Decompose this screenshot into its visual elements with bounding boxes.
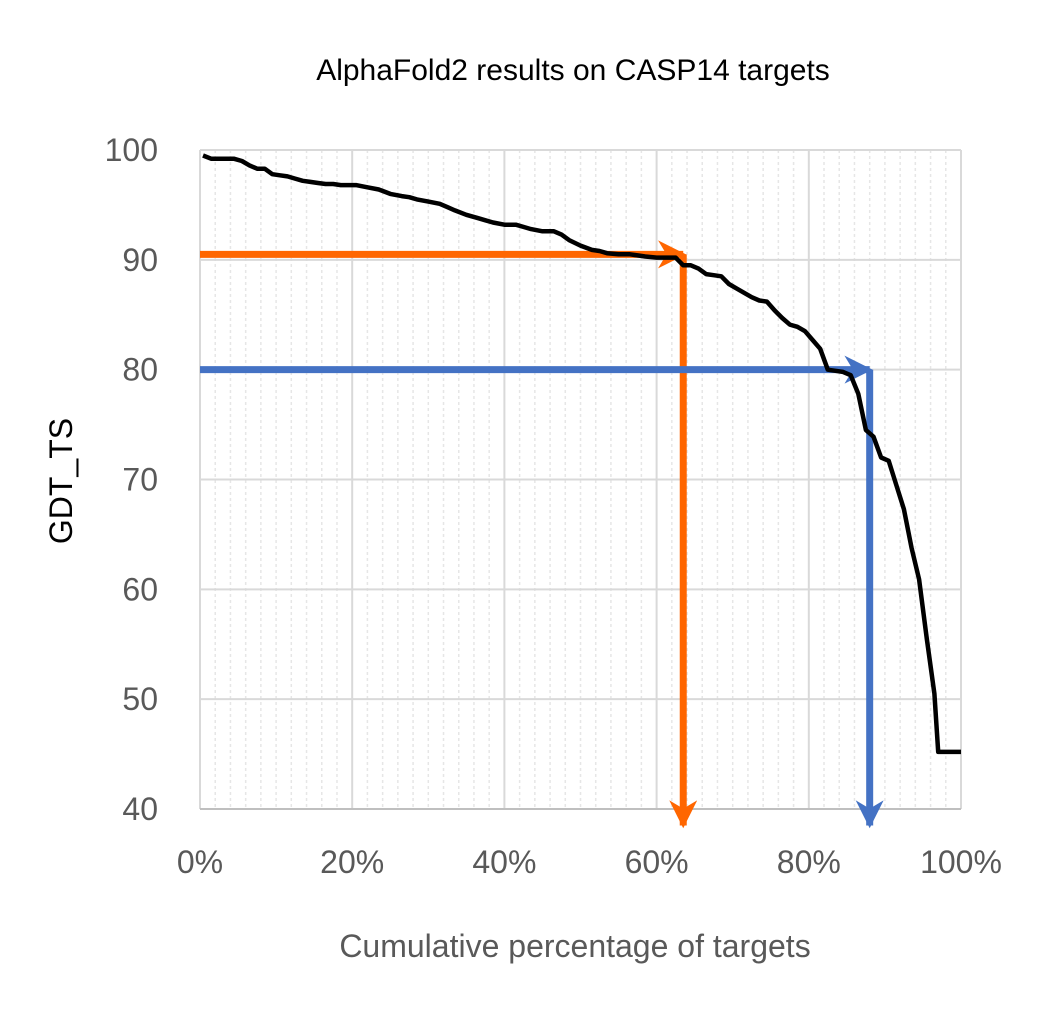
y-axis-title: GDT_TS — [43, 418, 79, 544]
y-tick-label: 100 — [105, 132, 158, 168]
x-axis-title: Cumulative percentage of targets — [339, 928, 810, 964]
y-tick-label: 80 — [122, 352, 158, 388]
y-tick-label: 50 — [122, 681, 158, 717]
x-tick-label: 60% — [625, 844, 689, 880]
x-tick-label: 100% — [920, 844, 1002, 880]
y-tick-label: 60 — [122, 571, 158, 607]
chart-title: AlphaFold2 results on CASP14 targets — [316, 54, 830, 87]
x-tick-label: 40% — [472, 844, 536, 880]
x-tick-label: 20% — [320, 844, 384, 880]
annotation-arrows — [200, 240, 884, 829]
y-tick-label: 90 — [122, 242, 158, 278]
y-tick-label: 70 — [122, 462, 158, 498]
y-tick-labels: 40 50 60 70 80 90 100 — [105, 132, 158, 827]
x-tick-labels: 0% 20% 40% 60% 80% 100% — [177, 844, 1002, 880]
x-tick-label: 0% — [177, 844, 223, 880]
series-line-gdt-ts — [202, 153, 961, 755]
x-tick-label: 80% — [777, 844, 841, 880]
y-tick-label: 40 — [122, 791, 158, 827]
